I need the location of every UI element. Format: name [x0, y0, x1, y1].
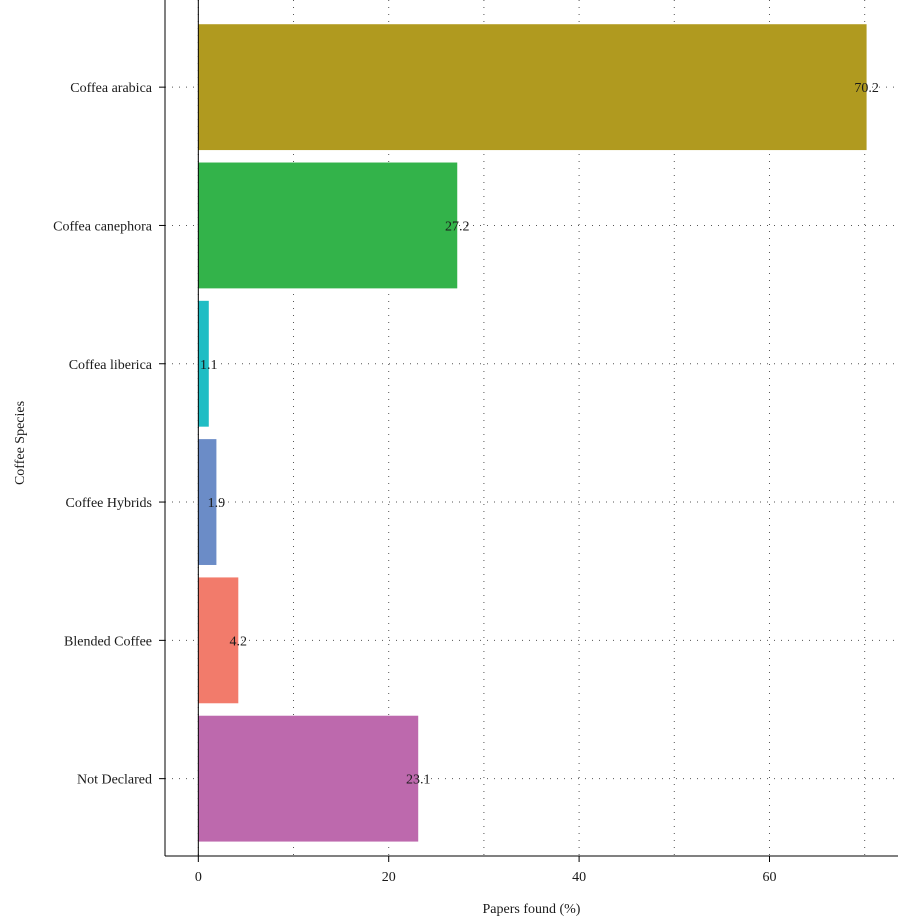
x-axis-title: Papers found (%) — [483, 902, 581, 917]
y-axis-title: Coffee Species — [13, 401, 28, 485]
data-label: 27.2 — [445, 219, 470, 234]
y-tick-label: Coffea arabica — [70, 81, 153, 96]
x-tick-label: 20 — [382, 870, 396, 885]
y-ticks: Coffea arabica Coffea canephora Coffea lib… — [53, 81, 165, 788]
data-label: 70.2 — [854, 81, 879, 96]
y-tick-label: Coffea liberica — [69, 358, 153, 373]
y-tick-label: Coffea canephora — [53, 219, 153, 234]
bar — [198, 577, 239, 704]
bar — [198, 439, 217, 565]
bar — [198, 162, 458, 289]
x-ticks: 0 20 40 60 — [195, 856, 776, 885]
data-label: 23.1 — [406, 773, 431, 788]
data-label: 1.1 — [200, 358, 218, 373]
bar — [198, 24, 867, 151]
data-label: 1.9 — [208, 496, 226, 511]
bar — [198, 715, 419, 842]
bars — [198, 24, 867, 842]
y-tick-label: Coffee Hybrids — [66, 496, 152, 511]
y-tick-label: Not Declared — [77, 773, 152, 788]
x-tick-label: 40 — [572, 870, 586, 885]
x-tick-label: 0 — [195, 870, 202, 885]
x-tick-label: 60 — [762, 870, 776, 885]
axes — [164, 0, 898, 857]
bar — [198, 300, 209, 427]
data-labels: 70.2 27.2 1.1 1.9 4.2 23.1 — [200, 81, 879, 788]
y-tick-label: Blended Coffee — [64, 634, 152, 649]
data-label: 4.2 — [230, 634, 248, 649]
